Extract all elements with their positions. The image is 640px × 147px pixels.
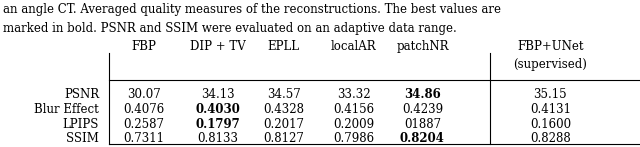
Text: marked in bold. PSNR and SSIM were evaluated on an adaptive data range.: marked in bold. PSNR and SSIM were evalu… — [3, 22, 457, 35]
Text: 0.4076: 0.4076 — [124, 103, 164, 116]
Text: 0.2009: 0.2009 — [333, 118, 374, 131]
Text: LPIPS: LPIPS — [63, 118, 99, 131]
Text: 0.2017: 0.2017 — [263, 118, 304, 131]
Text: 0.4328: 0.4328 — [263, 103, 304, 116]
Text: 0.8127: 0.8127 — [263, 132, 304, 145]
Text: an angle CT. Averaged quality measures of the reconstructions. The best values a: an angle CT. Averaged quality measures o… — [3, 3, 501, 16]
Text: 0.4156: 0.4156 — [333, 103, 374, 116]
Text: FBP+UNet: FBP+UNet — [517, 40, 584, 53]
Text: 0.4239: 0.4239 — [402, 103, 443, 116]
Text: 35.15: 35.15 — [534, 88, 567, 101]
Text: PSNR: PSNR — [64, 88, 99, 101]
Text: 0.1600: 0.1600 — [530, 118, 571, 131]
Text: 0.8288: 0.8288 — [530, 132, 571, 145]
Text: 33.32: 33.32 — [337, 88, 371, 101]
Text: 0.7986: 0.7986 — [333, 132, 374, 145]
Text: FBP: FBP — [132, 40, 156, 53]
Text: 30.07: 30.07 — [127, 88, 161, 101]
Text: DIP + TV: DIP + TV — [189, 40, 246, 53]
Text: 0.8133: 0.8133 — [197, 132, 238, 145]
Text: 0.7311: 0.7311 — [124, 132, 164, 145]
Text: localAR: localAR — [331, 40, 377, 53]
Text: (supervised): (supervised) — [513, 58, 588, 71]
Text: EPLL: EPLL — [268, 40, 300, 53]
Text: 0.8204: 0.8204 — [400, 132, 445, 145]
Text: Blur Effect: Blur Effect — [35, 103, 99, 116]
Text: patchNR: patchNR — [396, 40, 449, 53]
Text: 01887: 01887 — [404, 118, 441, 131]
Text: 0.1797: 0.1797 — [195, 118, 240, 131]
Text: 0.4030: 0.4030 — [195, 103, 240, 116]
Text: 0.4131: 0.4131 — [530, 103, 571, 116]
Text: 34.57: 34.57 — [267, 88, 300, 101]
Text: 0.2587: 0.2587 — [124, 118, 164, 131]
Text: SSIM: SSIM — [67, 132, 99, 145]
Text: 34.86: 34.86 — [404, 88, 441, 101]
Text: 34.13: 34.13 — [201, 88, 234, 101]
